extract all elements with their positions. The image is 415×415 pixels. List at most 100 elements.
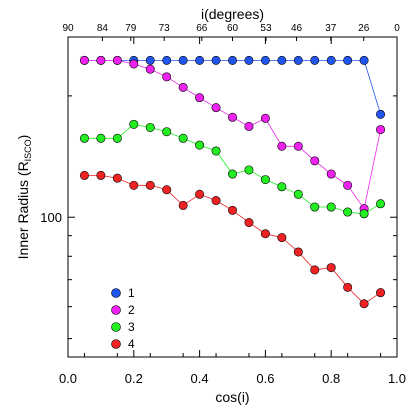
data-point bbox=[96, 170, 106, 180]
y-axis-title-subscript: ISCO bbox=[23, 139, 33, 161]
series-1 bbox=[79, 55, 386, 119]
data-point bbox=[277, 55, 287, 65]
data-point bbox=[244, 55, 254, 65]
data-point bbox=[79, 55, 89, 65]
data-point bbox=[343, 55, 353, 65]
data-point bbox=[326, 202, 336, 212]
x-tick-label: 0.4 bbox=[191, 371, 209, 386]
series-line bbox=[84, 123, 381, 215]
top-tick-label: 46 bbox=[291, 23, 303, 34]
legend-label: 2 bbox=[128, 303, 135, 317]
data-point bbox=[228, 169, 238, 179]
data-point bbox=[293, 247, 303, 257]
data-point bbox=[162, 185, 172, 195]
data-point bbox=[228, 205, 238, 215]
data-point bbox=[96, 133, 106, 143]
y-axis-title-main: Inner Radius (R bbox=[15, 161, 31, 259]
data-point bbox=[244, 165, 254, 175]
data-point bbox=[260, 229, 270, 239]
data-point bbox=[79, 170, 89, 180]
series-line bbox=[84, 60, 381, 115]
data-point bbox=[359, 209, 369, 219]
data-point bbox=[112, 133, 122, 143]
data-point bbox=[244, 121, 254, 131]
data-point bbox=[326, 263, 336, 273]
top-tick-label: 73 bbox=[159, 23, 171, 34]
legend-marker bbox=[111, 288, 121, 298]
x-tick-label: 1.0 bbox=[388, 371, 406, 386]
data-point bbox=[260, 113, 270, 123]
top-tick-label: 37 bbox=[325, 23, 337, 34]
series-3 bbox=[79, 119, 386, 219]
data-point bbox=[310, 202, 320, 212]
data-point bbox=[293, 141, 303, 151]
tick-labels: 0.0 0.2 0.4 0.6 0.8 1.0 90 84 79 73 66 60 53 46 37 26 0 1… bbox=[40, 23, 406, 386]
data-point bbox=[162, 72, 172, 82]
data-point bbox=[145, 64, 155, 74]
data-point bbox=[228, 55, 238, 65]
series-line bbox=[84, 174, 381, 305]
top-tick-label: 53 bbox=[260, 23, 272, 34]
data-point bbox=[195, 55, 205, 65]
top-tick-label: 90 bbox=[62, 23, 74, 34]
data-point bbox=[145, 180, 155, 190]
data-point bbox=[211, 196, 221, 206]
y-axis-title-end: ) bbox=[15, 135, 31, 140]
series-2 bbox=[79, 55, 386, 214]
data-point bbox=[310, 55, 320, 65]
data-point bbox=[376, 199, 386, 209]
top-tick-label: 0 bbox=[394, 23, 400, 34]
data-point bbox=[145, 55, 155, 65]
data-point bbox=[343, 207, 353, 217]
data-point bbox=[376, 125, 386, 135]
top-tick-label: 66 bbox=[196, 23, 208, 34]
plot-series bbox=[79, 55, 386, 309]
legend-label: 1 bbox=[128, 286, 135, 300]
data-point bbox=[162, 127, 172, 137]
top-tick-label: 60 bbox=[227, 23, 239, 34]
legend-label: 4 bbox=[128, 337, 135, 351]
data-point bbox=[129, 180, 139, 190]
axis-ticks bbox=[67, 37, 398, 357]
data-point bbox=[178, 200, 188, 210]
data-point bbox=[178, 82, 188, 92]
data-point bbox=[129, 119, 139, 129]
y-axis-title: Inner Radius (RISCO) bbox=[15, 135, 33, 260]
top-tick-label: 26 bbox=[358, 23, 370, 34]
x-axis-title: cos(i) bbox=[215, 389, 249, 405]
data-point bbox=[129, 59, 139, 69]
data-point bbox=[195, 93, 205, 103]
data-point bbox=[211, 103, 221, 113]
legend-marker bbox=[111, 339, 121, 349]
data-point bbox=[79, 133, 89, 143]
data-point bbox=[195, 140, 205, 150]
data-point bbox=[260, 175, 270, 185]
data-point bbox=[359, 299, 369, 309]
data-point bbox=[293, 55, 303, 65]
data-point bbox=[228, 112, 238, 122]
top-axis-title: i(degrees) bbox=[201, 6, 264, 22]
data-point bbox=[293, 189, 303, 199]
series-line bbox=[84, 60, 381, 210]
x-tick-label: 0.6 bbox=[256, 371, 274, 386]
data-point bbox=[326, 169, 336, 179]
data-point bbox=[112, 173, 122, 183]
data-point bbox=[376, 109, 386, 119]
data-point bbox=[244, 218, 254, 228]
legend-label: 3 bbox=[128, 320, 135, 334]
data-point bbox=[310, 265, 320, 275]
x-tick-label: 0.2 bbox=[125, 371, 143, 386]
top-tick-label: 79 bbox=[125, 23, 137, 34]
legend: 1 2 3 4 bbox=[111, 286, 135, 351]
data-point bbox=[343, 282, 353, 292]
legend-marker bbox=[111, 305, 121, 315]
data-point bbox=[178, 55, 188, 65]
data-point bbox=[326, 55, 336, 65]
data-point bbox=[195, 189, 205, 199]
data-point bbox=[277, 182, 287, 192]
data-point bbox=[211, 146, 221, 156]
data-point bbox=[211, 55, 221, 65]
y-tick-label: 100 bbox=[40, 210, 62, 225]
data-point bbox=[277, 233, 287, 243]
